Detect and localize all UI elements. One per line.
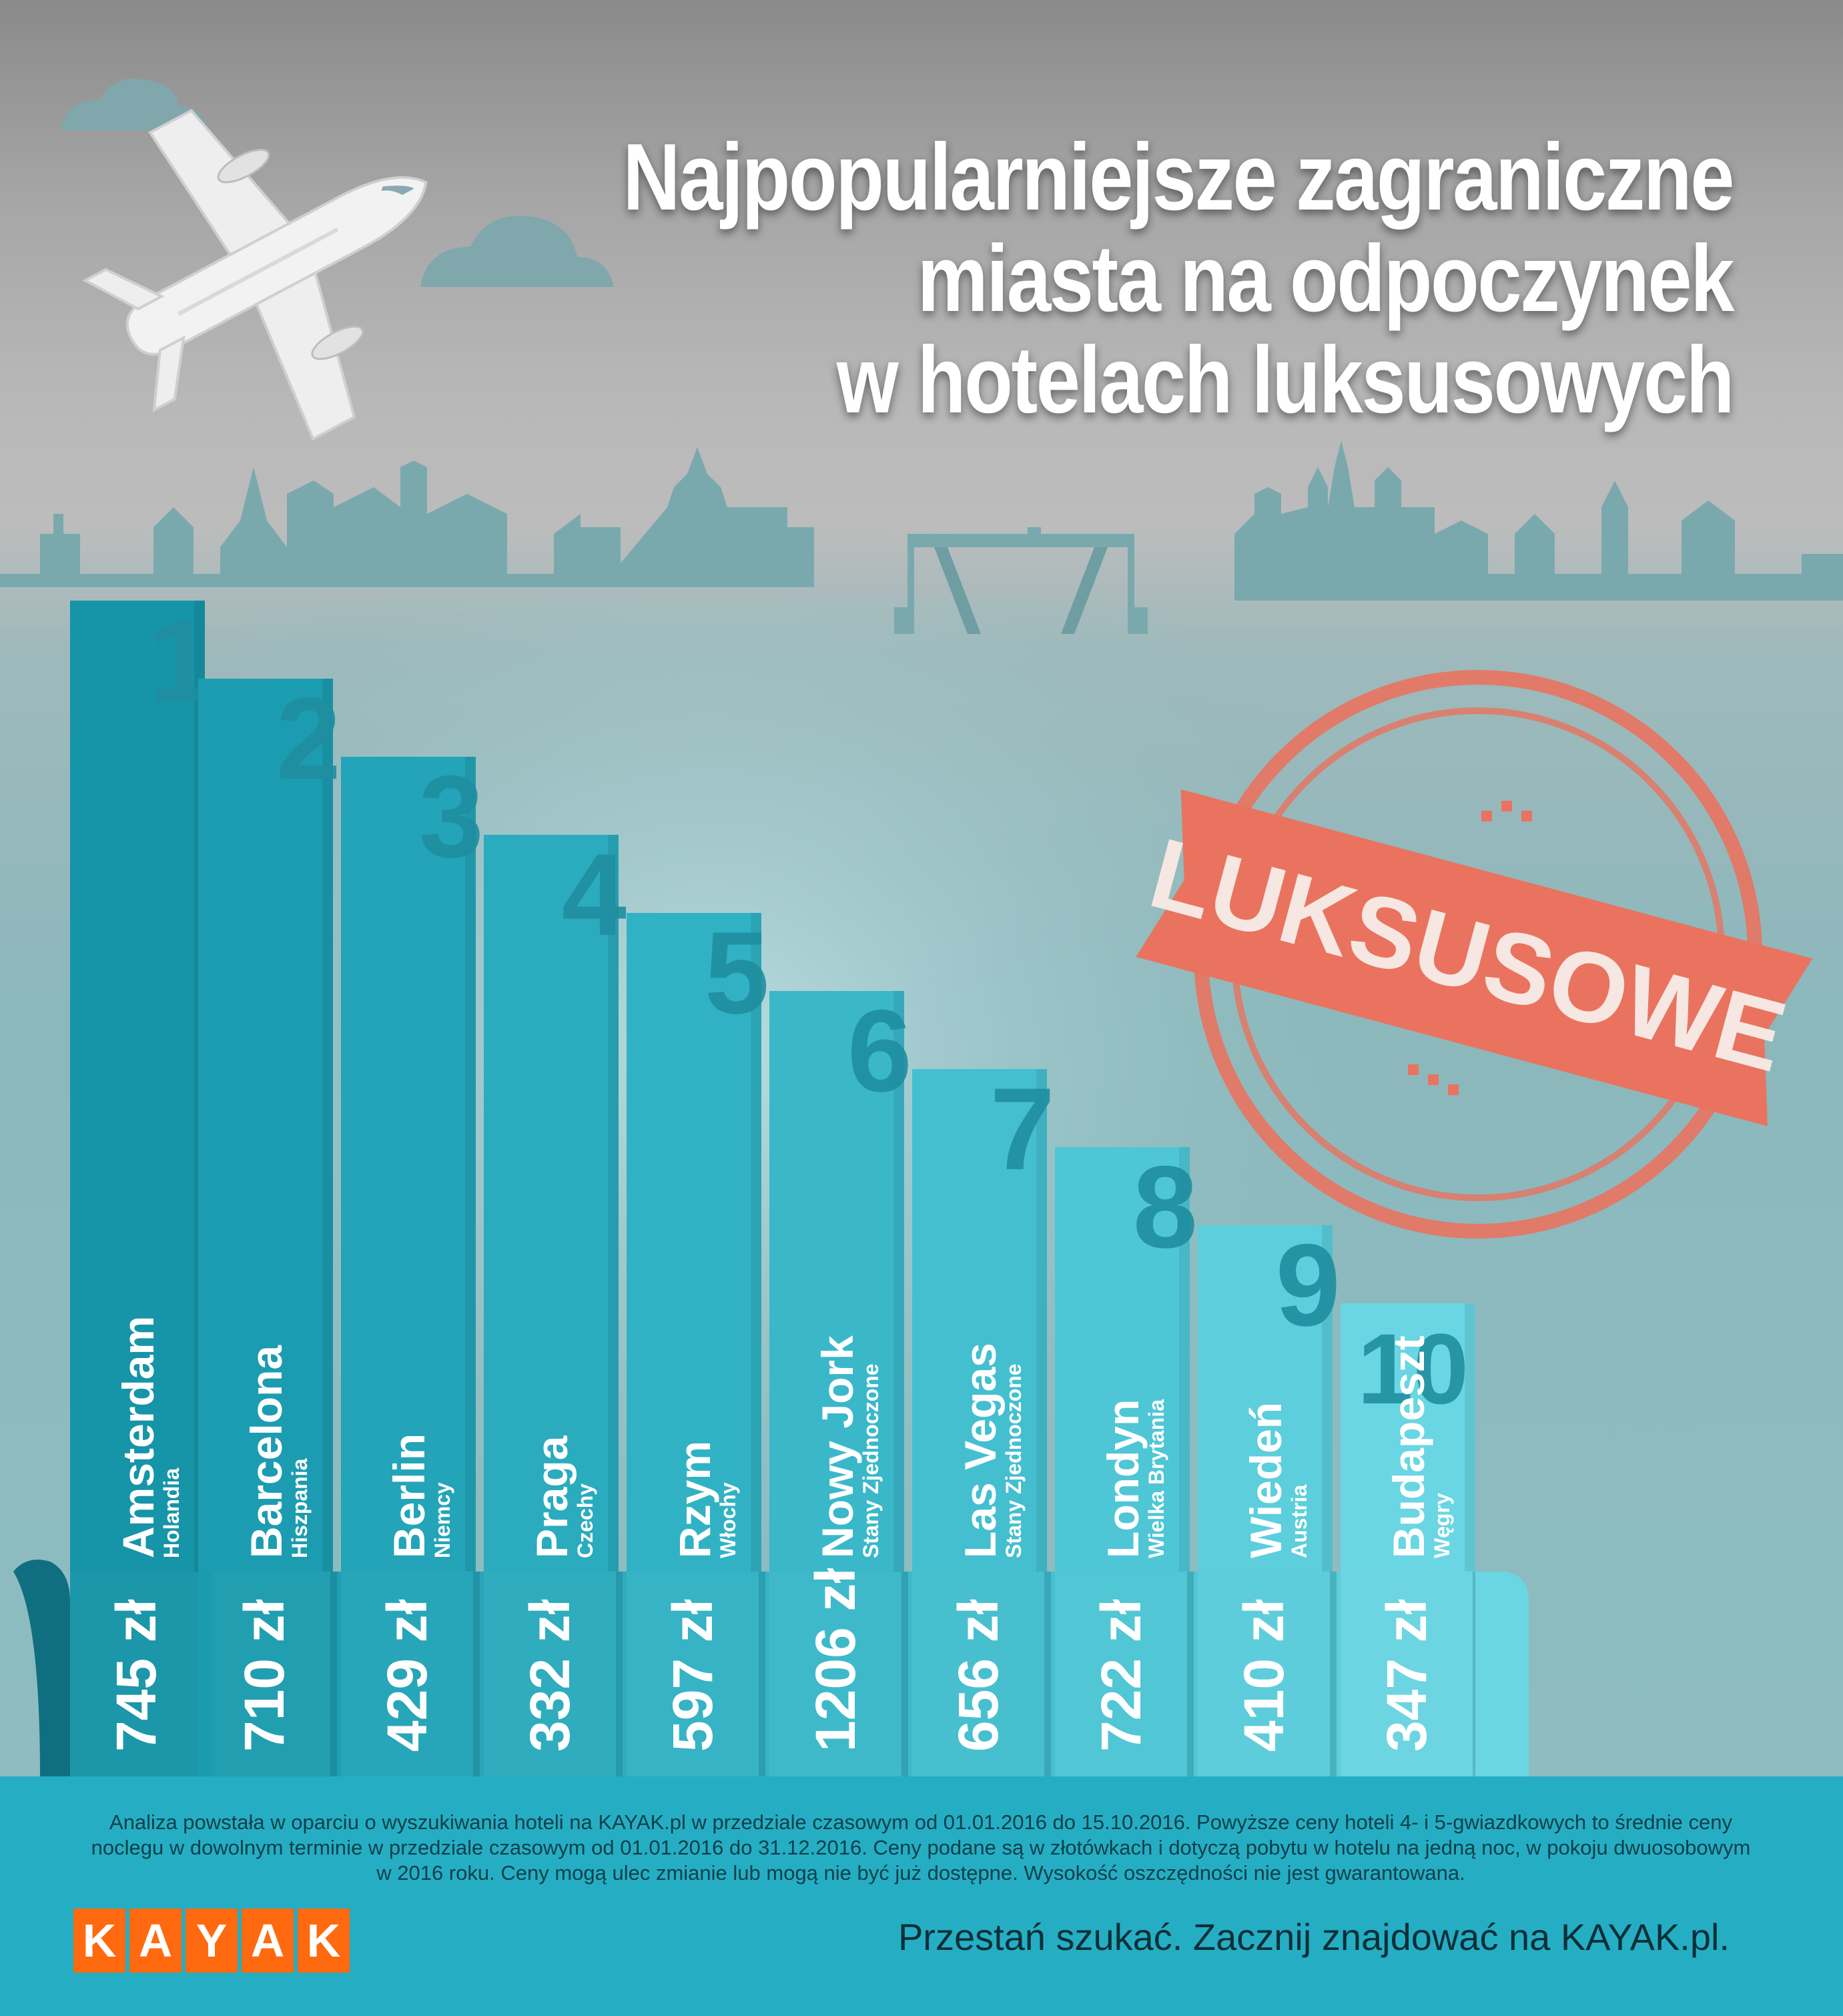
price-band — [341, 1572, 484, 1776]
price-band — [769, 1572, 912, 1776]
logo-letter: K — [298, 1909, 350, 1973]
city-label: Londyn — [1098, 1399, 1148, 1558]
bar-shade — [893, 991, 904, 1572]
city-skyline — [0, 440, 1843, 634]
price-separator — [1330, 1572, 1337, 1776]
bar-berlin — [341, 757, 476, 1572]
price-band — [1198, 1572, 1341, 1776]
price-label: 1206 zł — [804, 1568, 867, 1752]
city-label: Wiedeń — [1241, 1402, 1291, 1558]
price-label: 332 zł — [518, 1599, 581, 1752]
price-separator — [1044, 1572, 1051, 1776]
bar-shade — [1322, 1225, 1333, 1572]
price-label: 429 zł — [376, 1599, 438, 1752]
slogan: Przestań szukać. Zacznij znajdować na KA… — [897, 1916, 1730, 1958]
rank-number: 8 — [1133, 1142, 1198, 1273]
logo-letter: K — [73, 1909, 125, 1973]
bar-shade — [608, 835, 619, 1572]
rank-number: 7 — [990, 1064, 1055, 1195]
bar-shade — [322, 679, 333, 1572]
bar-rzym — [627, 913, 761, 1572]
city-label: Rzym — [670, 1441, 719, 1558]
title-line-3: w hotelach luksusowych — [836, 327, 1735, 433]
city-label: Barcelona — [242, 1345, 291, 1558]
bar-las-vegas — [912, 1069, 1047, 1572]
title-line-1: Najpopularniejsze zagraniczne — [623, 124, 1734, 230]
logo-letter: Y — [186, 1909, 238, 1973]
city-label: Berlin — [384, 1433, 434, 1558]
price-label: 410 zł — [1232, 1599, 1295, 1752]
price-band — [484, 1572, 627, 1776]
bar-shade — [465, 757, 476, 1572]
price-separator — [759, 1572, 765, 1776]
city-label: Las Vegas — [956, 1343, 1005, 1558]
title-line-2: miasta na odpoczynek — [917, 226, 1735, 332]
price-band — [1055, 1572, 1198, 1776]
price-separator — [473, 1572, 480, 1776]
bar-shade — [1465, 1303, 1475, 1572]
price-label: 722 zł — [1090, 1599, 1152, 1752]
city-label: Praga — [527, 1435, 577, 1558]
price-band — [912, 1572, 1055, 1776]
country-label: Austria — [1287, 1485, 1311, 1558]
price-separator — [901, 1572, 908, 1776]
bar-budapeszt — [1341, 1303, 1475, 1572]
rank-number: 9 — [1276, 1221, 1341, 1351]
country-label: Węgry — [1430, 1493, 1454, 1558]
price-separator — [330, 1572, 337, 1776]
bar-shade — [751, 913, 761, 1572]
clouds — [60, 79, 614, 287]
city-label: Amsterdam — [113, 1316, 163, 1558]
footer-band — [0, 1776, 1843, 2016]
price-band-end — [1475, 1572, 1529, 1776]
bar-nowy-jork — [769, 991, 904, 1572]
bar-wiedeń — [1198, 1225, 1333, 1572]
country-label: Stany Zjednoczone — [1002, 1363, 1026, 1558]
bar-praga — [484, 835, 619, 1572]
price-separator — [616, 1572, 623, 1776]
country-label: Stany Zjednoczone — [859, 1363, 883, 1558]
airplane-icon — [82, 109, 428, 441]
rank-number: 2 — [276, 674, 341, 804]
price-separator — [1187, 1572, 1194, 1776]
price-band — [627, 1572, 769, 1776]
banner-curl — [13, 1560, 70, 1776]
country-label: Wielka Brytania — [1144, 1399, 1168, 1558]
country-label: Niemcy — [430, 1482, 454, 1558]
rank-number: 6 — [847, 986, 912, 1116]
price-label: 745 zł — [105, 1599, 167, 1752]
price-label: 597 zł — [661, 1599, 724, 1752]
bar-shade — [1036, 1069, 1047, 1572]
city-label: Nowy Jork — [813, 1335, 862, 1558]
price-band — [1341, 1572, 1495, 1776]
footnote: Analiza powstała w oparciu o wyszukiwani… — [91, 1810, 1751, 1885]
bar-shade — [1179, 1147, 1190, 1572]
page-title: Najpopularniejsze zagraniczne miasta na … — [500, 124, 1735, 433]
price-label: 347 zł — [1375, 1599, 1438, 1752]
rank-number: 10 — [1357, 1313, 1469, 1425]
kayak-logo: K A Y A K — [73, 1909, 350, 1973]
rank-number: 4 — [562, 830, 627, 960]
country-label: Czechy — [573, 1483, 597, 1558]
country-label: Włochy — [716, 1482, 740, 1558]
bar-londyn — [1055, 1147, 1190, 1572]
price-label: 710 zł — [233, 1599, 296, 1752]
price-band — [70, 1572, 213, 1776]
bar-amsterdam — [70, 601, 205, 1572]
logo-letter: A — [242, 1909, 294, 1973]
logo-letter: A — [129, 1909, 181, 1973]
rank-number: 3 — [419, 752, 484, 882]
rank-number: 5 — [705, 908, 769, 1038]
price-band — [198, 1572, 341, 1776]
country-label: Holandia — [159, 1468, 183, 1558]
city-label: Budapeszt — [1384, 1335, 1433, 1558]
country-label: Hiszpania — [288, 1458, 312, 1558]
bar-barcelona — [198, 679, 333, 1572]
price-label: 656 zł — [947, 1599, 1010, 1752]
